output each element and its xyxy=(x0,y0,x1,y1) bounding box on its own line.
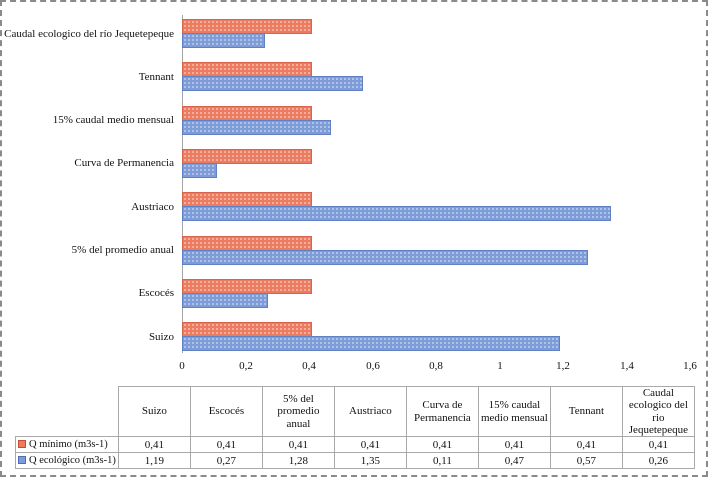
column-header-1: Escocés xyxy=(189,385,263,438)
category-label: Curva de Permanencia xyxy=(74,157,174,169)
table-cell-r1-c2: 1,28 xyxy=(261,452,335,470)
table-cell-r0-c1: 0,41 xyxy=(189,436,263,454)
x-tick-label: 1,2 xyxy=(556,360,570,372)
table-cell-r1-c1: 0,27 xyxy=(189,452,263,470)
table-cell-r0-c0: 0,41 xyxy=(117,436,191,454)
x-tick-label: 1,4 xyxy=(620,360,634,372)
x-tick-label: 0 xyxy=(179,360,185,372)
column-header-2: 5% del promedio anual xyxy=(261,385,335,438)
table-cell-r0-c3: 0,41 xyxy=(333,436,407,454)
category-label: 15% caudal medio mensual xyxy=(52,114,174,126)
table-cell-r1-c7: 0,26 xyxy=(621,452,695,470)
table-cell-r0-c2: 0,41 xyxy=(261,436,335,454)
legend-swatch-icon xyxy=(18,455,26,464)
bar-series0-cat5 xyxy=(182,236,312,251)
bar-series0-cat1 xyxy=(182,62,312,77)
table-cell-r1-c6: 0,57 xyxy=(549,452,623,470)
category-label: 5% del promedio anual xyxy=(71,244,174,256)
x-tick-label: 1 xyxy=(497,360,503,372)
series-legend-label-1: Q ecológico (m3s-1) xyxy=(15,452,119,470)
bar-series0-cat7 xyxy=(182,322,312,337)
column-header-7: Caudal ecologico del rio Jequetepeque xyxy=(621,385,695,438)
table-row: Q ecológico (m3s-1) 1,19 0,27 1,28 1,35 0,11 0… xyxy=(15,452,695,470)
category-label: Caudal ecologico del río Jequetepeque xyxy=(4,28,174,40)
table-cell-r1-c0: 1,19 xyxy=(117,452,191,470)
bar-series1-cat2 xyxy=(182,120,331,135)
x-tick-label: 1,6 xyxy=(683,360,697,372)
column-header-0: Suizo xyxy=(117,385,191,438)
data-table: Suizo Escocés 5% del promedio anual Austria… xyxy=(15,385,695,470)
category-label: Tennant xyxy=(138,71,174,83)
series-legend-label-0: Q mínimo (m3s-1) xyxy=(15,436,119,454)
category-label: Suizo xyxy=(148,331,174,343)
table-cell-r0-c4: 0,41 xyxy=(405,436,479,454)
x-tick-label: 0,2 xyxy=(239,360,253,372)
legend-swatch-icon xyxy=(18,439,26,448)
category-axis-line xyxy=(182,15,183,353)
table-cell-r1-c5: 0,47 xyxy=(477,452,551,470)
table-cell-r0-c6: 0,41 xyxy=(549,436,623,454)
bar-series0-cat4 xyxy=(182,192,312,207)
bar-series1-cat4 xyxy=(182,206,611,221)
bar-series1-cat3 xyxy=(182,163,217,178)
bar-series1-cat7 xyxy=(182,336,560,351)
x-tick-label: 0,6 xyxy=(366,360,380,372)
bar-series1-cat0 xyxy=(182,33,265,48)
bar-series0-cat6 xyxy=(182,279,312,294)
table-cell-r0-c5: 0,41 xyxy=(477,436,551,454)
column-header-5: 15% caudal medio mensual xyxy=(477,385,551,438)
column-header-3: Austriaco xyxy=(333,385,407,438)
x-tick-label: 0,8 xyxy=(429,360,443,372)
bar-series0-cat0 xyxy=(182,19,312,34)
column-header-4: Curva de Permanencia xyxy=(405,385,479,438)
category-label: Escocés xyxy=(138,287,174,299)
bar-series0-cat2 xyxy=(182,106,312,121)
table-row: Q mínimo (m3s-1) 0,41 0,41 0,41 0,41 0,41 0,41… xyxy=(15,436,695,454)
bar-series0-cat3 xyxy=(182,149,312,164)
table-corner-cell xyxy=(15,386,119,437)
table-cell-r0-c7: 0,41 xyxy=(621,436,695,454)
bar-series1-cat5 xyxy=(182,250,588,265)
bar-series1-cat6 xyxy=(182,293,268,308)
column-header-6: Tennant xyxy=(549,385,623,438)
table-cell-r1-c4: 0,11 xyxy=(405,452,479,470)
category-label: Austriaco xyxy=(131,201,174,213)
table-header-row: Suizo Escocés 5% del promedio anual Austria… xyxy=(15,385,695,438)
x-tick-label: 0,4 xyxy=(302,360,316,372)
bar-series1-cat1 xyxy=(182,76,363,91)
table-cell-r1-c3: 1,35 xyxy=(333,452,407,470)
